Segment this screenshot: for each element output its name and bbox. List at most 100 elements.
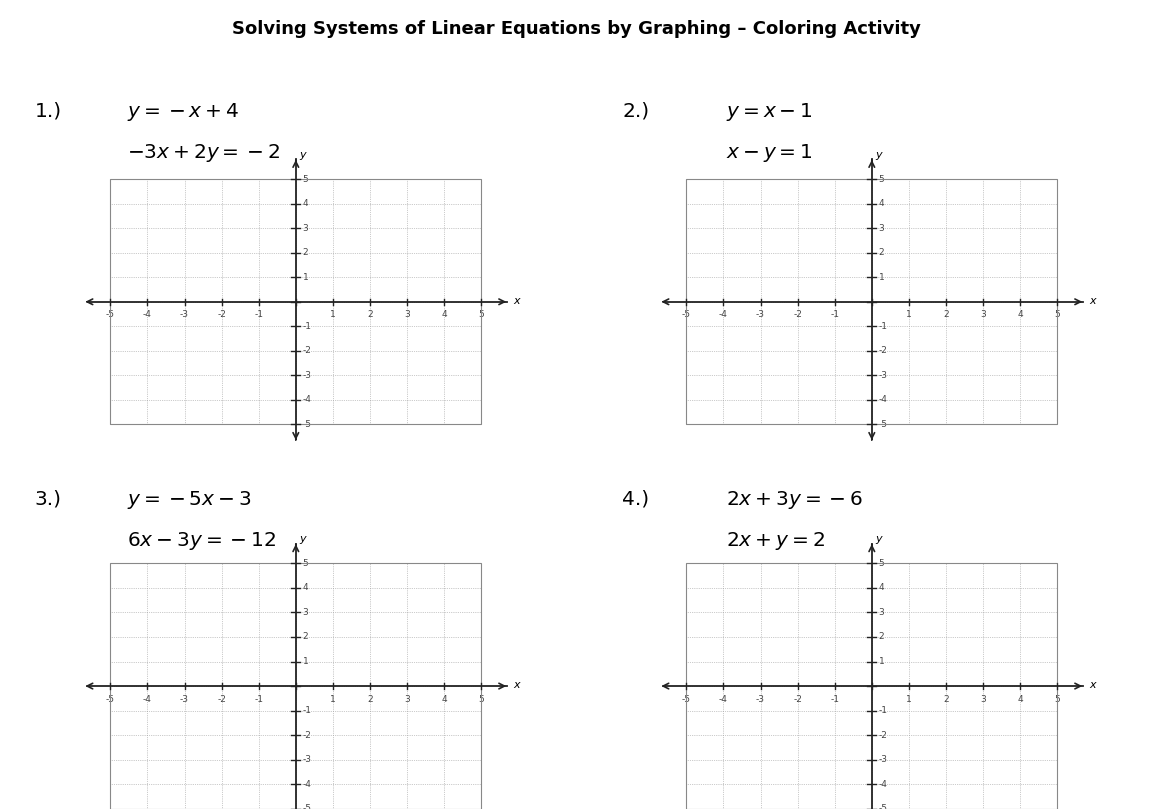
- Text: 3: 3: [879, 223, 885, 233]
- Text: 5: 5: [303, 559, 309, 568]
- Text: $y = x - 1$: $y = x - 1$: [726, 101, 812, 123]
- Text: -5: -5: [303, 420, 311, 429]
- Text: -3: -3: [303, 371, 311, 380]
- Text: x: x: [513, 295, 520, 306]
- Text: -3: -3: [180, 311, 189, 320]
- Bar: [687, 563, 1058, 809]
- Text: x: x: [513, 680, 520, 690]
- Text: $6x - 3y = -12$: $6x - 3y = -12$: [127, 530, 276, 552]
- Text: 3: 3: [980, 311, 986, 320]
- Text: $-3x + 2y = -2$: $-3x + 2y = -2$: [127, 142, 280, 163]
- Text: 1: 1: [303, 273, 309, 282]
- Text: 2: 2: [303, 248, 308, 257]
- Text: 5: 5: [303, 175, 309, 184]
- Text: -1: -1: [303, 322, 311, 331]
- Text: 4: 4: [879, 583, 884, 592]
- Text: -3: -3: [756, 695, 765, 704]
- Text: -2: -2: [303, 731, 311, 739]
- Text: -2: -2: [879, 731, 887, 739]
- Text: -4: -4: [303, 396, 311, 404]
- Text: 2: 2: [943, 695, 949, 704]
- Text: -3: -3: [879, 755, 887, 765]
- Text: -5: -5: [106, 695, 115, 704]
- Text: -1: -1: [255, 311, 263, 320]
- Text: 1: 1: [303, 657, 309, 666]
- Text: -4: -4: [719, 311, 728, 320]
- Text: 5: 5: [1054, 311, 1060, 320]
- Text: 3: 3: [303, 223, 309, 233]
- Text: 4: 4: [441, 311, 447, 320]
- Text: 1: 1: [905, 695, 911, 704]
- Text: y: y: [300, 534, 306, 544]
- Text: -4: -4: [879, 780, 887, 789]
- Text: -2: -2: [794, 695, 802, 704]
- Text: 3: 3: [404, 695, 410, 704]
- Text: x: x: [1089, 680, 1096, 690]
- Text: 5: 5: [478, 311, 484, 320]
- Text: -3: -3: [756, 311, 765, 320]
- Text: 4: 4: [879, 199, 884, 208]
- Text: -4: -4: [143, 695, 152, 704]
- Text: -4: -4: [143, 311, 152, 320]
- Text: -5: -5: [682, 311, 691, 320]
- Text: y: y: [876, 150, 882, 159]
- Text: 3: 3: [303, 608, 309, 617]
- Text: -5: -5: [303, 804, 311, 809]
- Text: 5: 5: [879, 559, 885, 568]
- Text: -3: -3: [303, 755, 311, 765]
- Text: -1: -1: [255, 695, 263, 704]
- Text: -2: -2: [218, 695, 226, 704]
- Text: y: y: [300, 150, 306, 159]
- Text: -5: -5: [879, 804, 887, 809]
- Text: $y = -5x - 3$: $y = -5x - 3$: [127, 489, 251, 511]
- Text: -1: -1: [879, 706, 887, 715]
- Text: y: y: [876, 534, 882, 544]
- Text: -1: -1: [303, 706, 311, 715]
- Text: -4: -4: [303, 780, 311, 789]
- Text: 4.): 4.): [622, 489, 650, 508]
- Text: x: x: [1089, 295, 1096, 306]
- Text: -1: -1: [831, 695, 839, 704]
- Text: -3: -3: [879, 371, 887, 380]
- Text: -4: -4: [719, 695, 728, 704]
- Text: 1: 1: [905, 311, 911, 320]
- Text: 3: 3: [980, 695, 986, 704]
- Text: $y = -x + 4$: $y = -x + 4$: [127, 101, 238, 123]
- Text: -2: -2: [218, 311, 226, 320]
- Text: -1: -1: [879, 322, 887, 331]
- Bar: [111, 563, 482, 809]
- Text: 4: 4: [1017, 311, 1023, 320]
- Text: 3.): 3.): [35, 489, 61, 508]
- Text: -2: -2: [879, 346, 887, 355]
- Text: $2x + y = 2$: $2x + y = 2$: [726, 530, 825, 552]
- Text: 4: 4: [441, 695, 447, 704]
- Text: -3: -3: [180, 695, 189, 704]
- Text: 2: 2: [303, 633, 308, 642]
- Text: 2: 2: [879, 633, 884, 642]
- Text: 1: 1: [329, 311, 335, 320]
- Bar: [111, 179, 482, 425]
- Text: 2: 2: [879, 248, 884, 257]
- Text: -5: -5: [682, 695, 691, 704]
- Text: 4: 4: [303, 199, 308, 208]
- Text: -2: -2: [303, 346, 311, 355]
- Text: 1: 1: [879, 273, 885, 282]
- Text: $x - y = 1$: $x - y = 1$: [726, 142, 812, 163]
- Text: 2: 2: [943, 311, 949, 320]
- Bar: [687, 179, 1058, 425]
- Text: $2x + 3y = -6$: $2x + 3y = -6$: [726, 489, 863, 511]
- Text: 2.): 2.): [622, 101, 650, 120]
- Text: 4: 4: [1017, 695, 1023, 704]
- Text: 5: 5: [1054, 695, 1060, 704]
- Text: -5: -5: [879, 420, 887, 429]
- Text: Solving Systems of Linear Equations by Graphing – Coloring Activity: Solving Systems of Linear Equations by G…: [232, 20, 920, 38]
- Text: -5: -5: [106, 311, 115, 320]
- Text: 3: 3: [879, 608, 885, 617]
- Text: 2: 2: [367, 311, 373, 320]
- Text: -4: -4: [879, 396, 887, 404]
- Text: 5: 5: [879, 175, 885, 184]
- Text: 4: 4: [303, 583, 308, 592]
- Text: -1: -1: [831, 311, 839, 320]
- Text: 1: 1: [879, 657, 885, 666]
- Text: 1.): 1.): [35, 101, 62, 120]
